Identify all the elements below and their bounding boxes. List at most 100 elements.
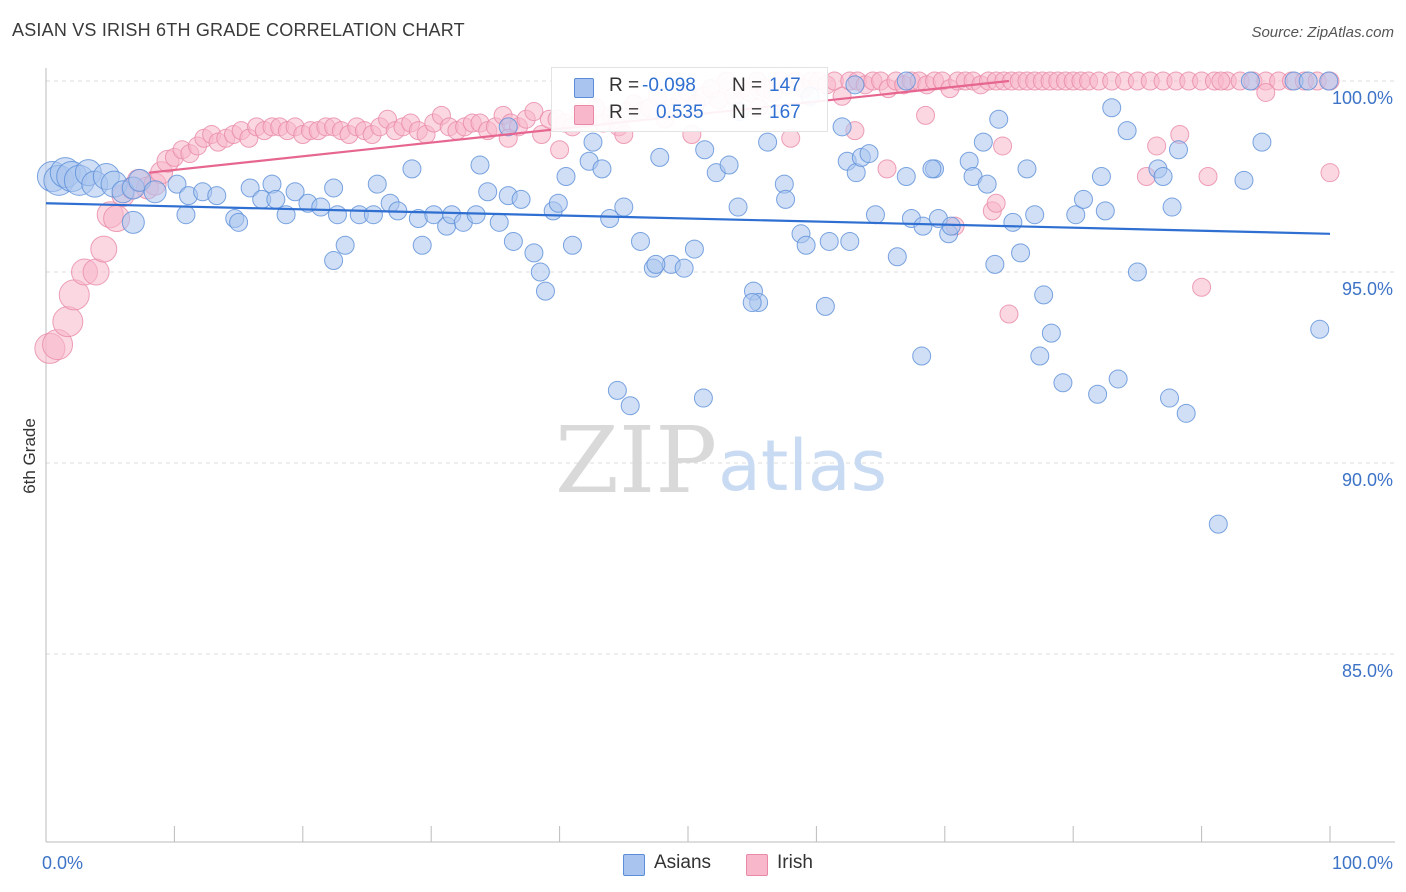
data-point bbox=[402, 159, 422, 179]
data-point bbox=[128, 168, 152, 192]
data-point bbox=[912, 346, 932, 366]
data-point bbox=[412, 235, 432, 255]
r-value: -0.098 bbox=[642, 75, 696, 96]
data-point bbox=[266, 189, 286, 209]
y-tick-label: 85.0% bbox=[1342, 661, 1393, 681]
data-point bbox=[840, 231, 860, 251]
data-point bbox=[1025, 205, 1045, 225]
data-point bbox=[1176, 403, 1196, 423]
n-label: N = bbox=[732, 75, 763, 96]
data-point bbox=[1034, 285, 1054, 305]
data-point bbox=[503, 231, 523, 251]
data-point bbox=[620, 396, 640, 416]
data-point bbox=[986, 193, 1006, 213]
r-value: 0.535 bbox=[656, 102, 704, 123]
data-point bbox=[922, 159, 942, 179]
data-point bbox=[1198, 167, 1218, 186]
irish-swatch bbox=[574, 105, 594, 125]
data-point bbox=[1108, 369, 1128, 389]
irish-legend-swatch bbox=[746, 854, 768, 876]
data-point bbox=[1053, 373, 1073, 393]
data-point bbox=[524, 243, 544, 263]
data-point bbox=[1298, 71, 1318, 91]
data-point bbox=[1153, 167, 1173, 186]
data-point bbox=[693, 388, 713, 408]
data-point bbox=[176, 205, 196, 225]
data-point bbox=[511, 189, 531, 209]
data-point bbox=[562, 235, 582, 255]
r-label: R = bbox=[609, 75, 640, 96]
data-point bbox=[592, 159, 612, 179]
data-point bbox=[1211, 71, 1231, 91]
data-point bbox=[1256, 82, 1276, 102]
data-point bbox=[913, 216, 933, 236]
data-point bbox=[993, 136, 1013, 156]
n-value: 147 bbox=[769, 75, 801, 96]
data-point bbox=[614, 197, 634, 217]
data-point bbox=[1011, 243, 1031, 263]
n-value: 167 bbox=[769, 102, 801, 123]
data-point bbox=[1208, 514, 1228, 534]
data-point bbox=[550, 140, 570, 160]
data-point bbox=[167, 174, 187, 194]
asians-legend-swatch bbox=[623, 854, 645, 876]
data-point bbox=[1095, 201, 1115, 221]
data-point bbox=[674, 258, 694, 278]
data-point bbox=[1017, 159, 1037, 179]
data-point bbox=[832, 86, 852, 106]
data-point bbox=[758, 132, 778, 152]
data-point bbox=[1041, 323, 1061, 343]
data-point bbox=[859, 144, 879, 164]
data-point bbox=[796, 235, 816, 255]
data-point bbox=[819, 231, 839, 251]
data-point bbox=[1102, 98, 1122, 118]
watermark-atlas: atlas bbox=[718, 425, 887, 507]
data-point bbox=[887, 247, 907, 267]
data-point bbox=[973, 132, 993, 152]
data-point bbox=[742, 293, 762, 313]
data-point bbox=[1240, 71, 1260, 91]
data-point bbox=[367, 174, 387, 194]
data-point bbox=[530, 262, 550, 282]
data-point bbox=[229, 212, 249, 232]
chart-title: ASIAN VS IRISH 6TH GRADE CORRELATION CHA… bbox=[12, 20, 465, 40]
data-point bbox=[335, 235, 355, 255]
data-point bbox=[327, 205, 347, 225]
data-point bbox=[728, 197, 748, 217]
data-point bbox=[985, 254, 1005, 274]
data-point bbox=[896, 167, 916, 186]
data-point bbox=[52, 306, 84, 338]
data-point bbox=[916, 105, 936, 125]
data-point bbox=[1162, 197, 1182, 217]
r-label: R = bbox=[609, 102, 640, 123]
data-point bbox=[90, 235, 118, 263]
axes bbox=[45, 68, 1395, 843]
data-point bbox=[548, 193, 568, 213]
stats-legend: R = -0.098 N = 147 R = 0.535 N = 167 bbox=[551, 67, 828, 132]
data-point bbox=[1091, 167, 1111, 186]
data-point bbox=[1192, 277, 1212, 297]
data-point bbox=[832, 117, 852, 137]
data-point bbox=[781, 128, 801, 148]
data-point bbox=[977, 174, 997, 194]
data-point bbox=[1310, 319, 1330, 339]
data-point bbox=[1160, 388, 1179, 408]
trend-line bbox=[45, 202, 1331, 235]
x-tick-label: 0.0% bbox=[42, 853, 83, 873]
irish-legend-label: Irish bbox=[777, 852, 813, 873]
asians-swatch bbox=[574, 78, 594, 98]
data-point bbox=[470, 155, 490, 175]
data-point bbox=[646, 254, 666, 274]
data-point bbox=[776, 189, 796, 209]
data-point bbox=[845, 75, 865, 95]
tick-labels: 100.0% 95.0% 90.0% 85.0% 0.0% 100.0% bbox=[42, 88, 1393, 873]
data-point bbox=[535, 281, 555, 301]
data-point bbox=[556, 167, 576, 186]
data-point bbox=[684, 239, 704, 259]
data-point bbox=[1168, 140, 1188, 160]
data-point bbox=[1234, 170, 1254, 190]
data-point bbox=[815, 296, 835, 316]
x-tick-label: 100.0% bbox=[1332, 853, 1393, 873]
data-point bbox=[650, 147, 670, 167]
data-point bbox=[1030, 346, 1050, 366]
